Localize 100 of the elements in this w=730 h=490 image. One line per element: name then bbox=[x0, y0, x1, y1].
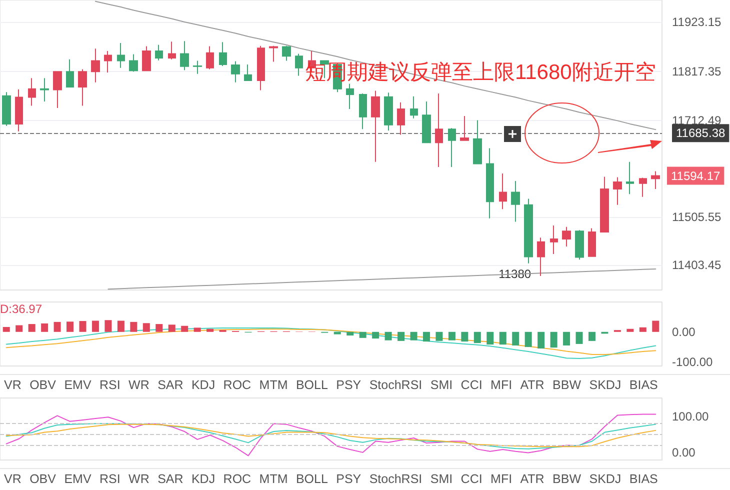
bar bbox=[41, 323, 48, 332]
text: VR bbox=[4, 472, 22, 486]
candlestick bbox=[562, 226, 571, 247]
candlestick bbox=[244, 64, 252, 81]
bar bbox=[372, 332, 380, 339]
y-tick-label: 0.00 bbox=[672, 445, 696, 460]
text: SAR bbox=[158, 472, 184, 486]
text: SMI bbox=[430, 472, 453, 486]
candlestick bbox=[626, 161, 634, 195]
candlestick bbox=[588, 228, 596, 258]
bar bbox=[652, 320, 660, 332]
candlestick bbox=[613, 176, 622, 206]
text: MTM bbox=[259, 472, 288, 486]
bar bbox=[524, 332, 532, 347]
candlestick bbox=[460, 116, 469, 142]
candlestick bbox=[295, 53, 303, 76]
candlestick bbox=[15, 88, 23, 132]
bar bbox=[359, 332, 366, 338]
bar bbox=[334, 332, 341, 334]
bar bbox=[639, 327, 646, 332]
bar bbox=[512, 332, 520, 346]
candlestick bbox=[269, 45, 278, 62]
candlestick bbox=[219, 42, 227, 66]
bar bbox=[550, 332, 558, 348]
candlestick bbox=[28, 78, 36, 106]
candlestick bbox=[422, 101, 431, 144]
text: SMI bbox=[430, 378, 453, 392]
text: SKDJ bbox=[589, 472, 622, 486]
text: ATR bbox=[520, 378, 544, 392]
text: BIAS bbox=[629, 472, 658, 486]
text: 11594.17 bbox=[671, 168, 720, 183]
candlestick bbox=[486, 148, 494, 219]
text: ATR bbox=[520, 472, 544, 486]
text: EMV bbox=[64, 472, 92, 486]
bar bbox=[538, 332, 545, 348]
candlestick bbox=[448, 128, 456, 168]
bar bbox=[142, 323, 150, 332]
y-tick-label: 0.00 bbox=[672, 324, 696, 339]
text: CCI bbox=[460, 472, 482, 486]
text: RSI bbox=[99, 378, 120, 392]
text: OBV bbox=[30, 472, 56, 486]
candlestick bbox=[193, 60, 202, 74]
text: StochRSI bbox=[369, 472, 422, 486]
candlestick bbox=[282, 45, 291, 62]
bar bbox=[576, 332, 583, 344]
candlestick bbox=[473, 120, 482, 165]
bar bbox=[28, 324, 36, 332]
candlestick bbox=[206, 46, 214, 70]
bar bbox=[54, 322, 61, 332]
text: MFI bbox=[490, 378, 512, 392]
y-tick-label: 100.00 bbox=[672, 409, 710, 424]
candlestick bbox=[359, 93, 367, 130]
candlestick bbox=[384, 92, 393, 131]
bar bbox=[410, 332, 418, 340]
bar bbox=[92, 320, 99, 332]
candlestick bbox=[91, 48, 100, 83]
candlestick bbox=[117, 42, 125, 68]
candlestick bbox=[600, 176, 609, 233]
bar bbox=[181, 326, 188, 332]
bar bbox=[79, 321, 86, 332]
bar bbox=[16, 325, 23, 332]
bar bbox=[117, 320, 124, 332]
candlestick bbox=[651, 170, 660, 190]
text: MTM bbox=[259, 378, 288, 392]
text: PSY bbox=[336, 472, 362, 486]
text: CCI bbox=[460, 378, 482, 392]
candlestick bbox=[639, 177, 647, 198]
text: SKDJ bbox=[589, 378, 622, 392]
y-tick-label: 11403.45 bbox=[672, 258, 722, 272]
text: WR bbox=[128, 472, 150, 486]
candlestick bbox=[575, 230, 584, 260]
y-tick-label: 11505.55 bbox=[672, 210, 722, 224]
candlestick bbox=[155, 44, 163, 61]
y-tick-label: 11923.15 bbox=[672, 14, 722, 29]
text: BOLL bbox=[296, 472, 328, 486]
bar bbox=[461, 332, 468, 342]
text: BBW bbox=[552, 472, 582, 486]
bar bbox=[588, 332, 596, 341]
chart-title: D:36.97 bbox=[0, 302, 42, 316]
text: BOLL bbox=[296, 378, 328, 392]
candlestick bbox=[66, 58, 74, 88]
bar bbox=[436, 332, 443, 341]
ref-line-label: 11685.38 bbox=[676, 126, 726, 140]
text: WR bbox=[128, 378, 150, 392]
bar bbox=[168, 324, 176, 332]
candlestick bbox=[168, 41, 176, 60]
candlestick bbox=[371, 90, 380, 162]
candlestick bbox=[435, 93, 443, 168]
bar bbox=[130, 322, 138, 332]
candlestick bbox=[2, 92, 11, 126]
line-series bbox=[94, 0, 656, 130]
line-series bbox=[108, 268, 656, 290]
bar bbox=[422, 332, 430, 342]
candlestick bbox=[104, 50, 112, 73]
text: KDJ bbox=[191, 378, 216, 392]
bar bbox=[206, 328, 214, 332]
candlestick bbox=[550, 224, 558, 254]
text: ROC bbox=[223, 472, 252, 486]
candlestick bbox=[257, 45, 265, 91]
bar bbox=[563, 332, 570, 346]
